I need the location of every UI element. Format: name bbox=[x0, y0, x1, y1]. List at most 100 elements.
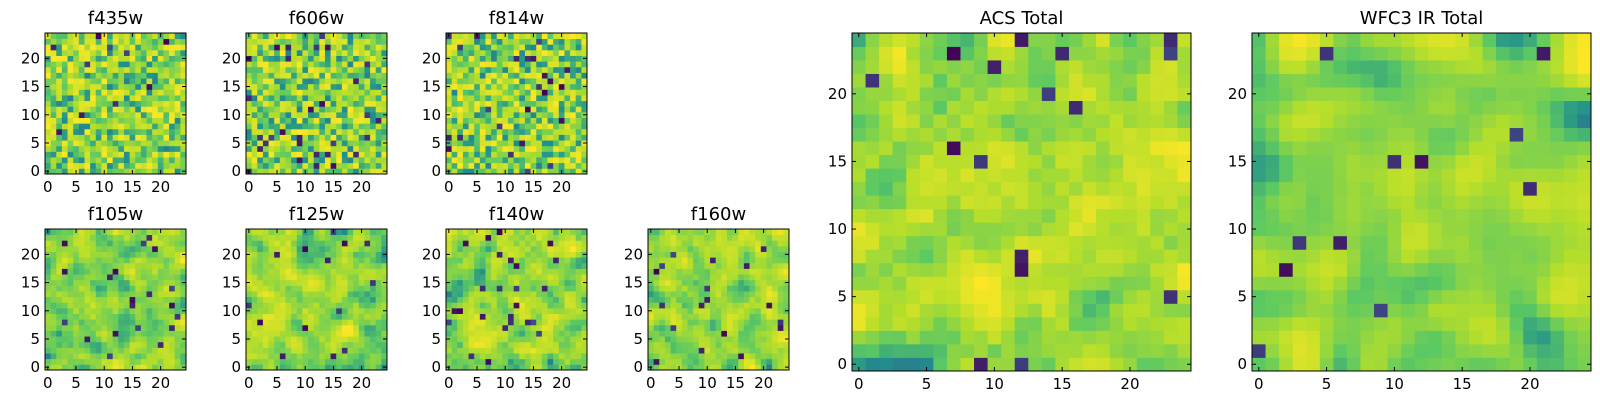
heatmap-cell bbox=[180, 38, 187, 45]
heatmap-cell bbox=[474, 240, 481, 247]
heatmap-cell bbox=[163, 38, 170, 45]
heatmap-cell bbox=[274, 268, 281, 275]
heatmap-cell bbox=[381, 123, 388, 130]
heatmap-cell bbox=[319, 358, 326, 365]
heatmap-cell bbox=[570, 168, 577, 175]
heatmap-cell bbox=[140, 72, 147, 79]
heatmap-cell bbox=[347, 229, 354, 236]
heatmap-cell bbox=[341, 240, 348, 247]
heatmap-cell bbox=[90, 123, 97, 130]
heatmap-cell bbox=[541, 291, 548, 298]
heatmap-cell bbox=[508, 302, 515, 309]
heatmap-cell bbox=[135, 38, 142, 45]
heatmap-cell bbox=[274, 61, 281, 68]
heatmap-cell bbox=[246, 151, 253, 158]
heatmap-cell bbox=[302, 140, 309, 147]
heatmap-cell bbox=[553, 55, 560, 62]
panel-title: f606w bbox=[289, 8, 344, 29]
heatmap-cell bbox=[1123, 343, 1138, 358]
heatmap-cell bbox=[302, 341, 309, 348]
heatmap-cell bbox=[95, 123, 102, 130]
heatmap-cell bbox=[474, 285, 481, 292]
heatmap-cell bbox=[564, 66, 571, 73]
heatmap-cell bbox=[676, 251, 683, 258]
heatmap-cell bbox=[319, 268, 326, 275]
heatmap-cell bbox=[766, 330, 773, 337]
heatmap-cell bbox=[336, 307, 343, 314]
heatmap-cell bbox=[101, 157, 108, 164]
heatmap-cell bbox=[370, 336, 377, 343]
heatmap-cell bbox=[347, 341, 354, 348]
heatmap-cell bbox=[653, 240, 660, 247]
heatmap-cell bbox=[107, 285, 114, 292]
heatmap-cell bbox=[457, 296, 464, 303]
heatmap-cell bbox=[285, 83, 292, 90]
heatmap-cell bbox=[336, 111, 343, 118]
heatmap-cell bbox=[313, 55, 320, 62]
heatmap-cell bbox=[324, 251, 331, 258]
heatmap-cell bbox=[279, 44, 286, 51]
heatmap-cell bbox=[783, 353, 790, 360]
heatmap-cell bbox=[308, 145, 315, 152]
heatmap-cell bbox=[313, 111, 320, 118]
heatmap-cell bbox=[558, 319, 565, 326]
heatmap-cell bbox=[78, 307, 85, 314]
heatmap-cell bbox=[1001, 195, 1016, 210]
heatmap-cell bbox=[738, 279, 745, 286]
heatmap-cell bbox=[491, 291, 498, 298]
heatmap-cell bbox=[358, 302, 365, 309]
heatmap-cell bbox=[451, 134, 458, 141]
heatmap-cell bbox=[157, 268, 164, 275]
y-tick-label: 15 bbox=[422, 78, 441, 96]
heatmap-cell bbox=[508, 66, 515, 73]
heatmap-cell bbox=[766, 229, 773, 236]
heatmap-cell bbox=[129, 106, 136, 113]
heatmap-cell bbox=[274, 240, 281, 247]
heatmap-cell bbox=[274, 151, 281, 158]
heatmap-cell bbox=[347, 55, 354, 62]
heatmap-cell bbox=[107, 123, 114, 130]
heatmap-cell bbox=[474, 140, 481, 147]
heatmap-cell bbox=[129, 100, 136, 107]
heatmap-cell bbox=[485, 353, 492, 360]
heatmap-cell bbox=[118, 95, 125, 102]
heatmap-cell bbox=[783, 291, 790, 298]
heatmap-cell bbox=[330, 78, 337, 85]
heatmap-cell bbox=[1055, 316, 1070, 331]
heatmap-cell bbox=[879, 289, 894, 304]
heatmap-cell bbox=[163, 274, 170, 281]
heatmap-cell bbox=[324, 162, 331, 169]
heatmap-cell bbox=[364, 291, 371, 298]
heatmap-cell bbox=[960, 303, 975, 318]
heatmap-cell bbox=[56, 106, 63, 113]
heatmap-cell bbox=[1055, 276, 1070, 291]
heatmap-cell bbox=[364, 330, 371, 337]
heatmap-cell bbox=[107, 330, 114, 337]
heatmap-cell bbox=[285, 268, 292, 275]
heatmap-cell bbox=[56, 353, 63, 360]
heatmap-cell bbox=[285, 95, 292, 102]
heatmap-cell bbox=[296, 44, 303, 51]
heatmap-cell bbox=[262, 49, 269, 56]
heatmap-cell bbox=[285, 157, 292, 164]
heatmap-cell bbox=[180, 44, 187, 51]
heatmap-cell bbox=[960, 357, 975, 372]
heatmap-cell bbox=[664, 257, 671, 264]
heatmap-cell bbox=[1041, 222, 1056, 237]
heatmap-cell bbox=[892, 235, 907, 250]
heatmap-cell bbox=[330, 291, 337, 298]
axes-frame bbox=[44, 32, 187, 175]
heatmap-cell bbox=[457, 49, 464, 56]
heatmap-cell bbox=[749, 347, 756, 354]
heatmap-cell bbox=[479, 229, 486, 236]
heatmap-cell bbox=[508, 61, 515, 68]
heatmap-cell bbox=[302, 302, 309, 309]
heatmap-cell bbox=[302, 111, 309, 118]
heatmap-cell bbox=[547, 285, 554, 292]
heatmap-cell bbox=[1136, 168, 1151, 183]
heatmap-cell bbox=[558, 123, 565, 130]
heatmap-cell bbox=[268, 72, 275, 79]
heatmap-cell bbox=[681, 234, 688, 241]
heatmap-cell bbox=[1150, 343, 1165, 358]
heatmap-cell bbox=[157, 157, 164, 164]
